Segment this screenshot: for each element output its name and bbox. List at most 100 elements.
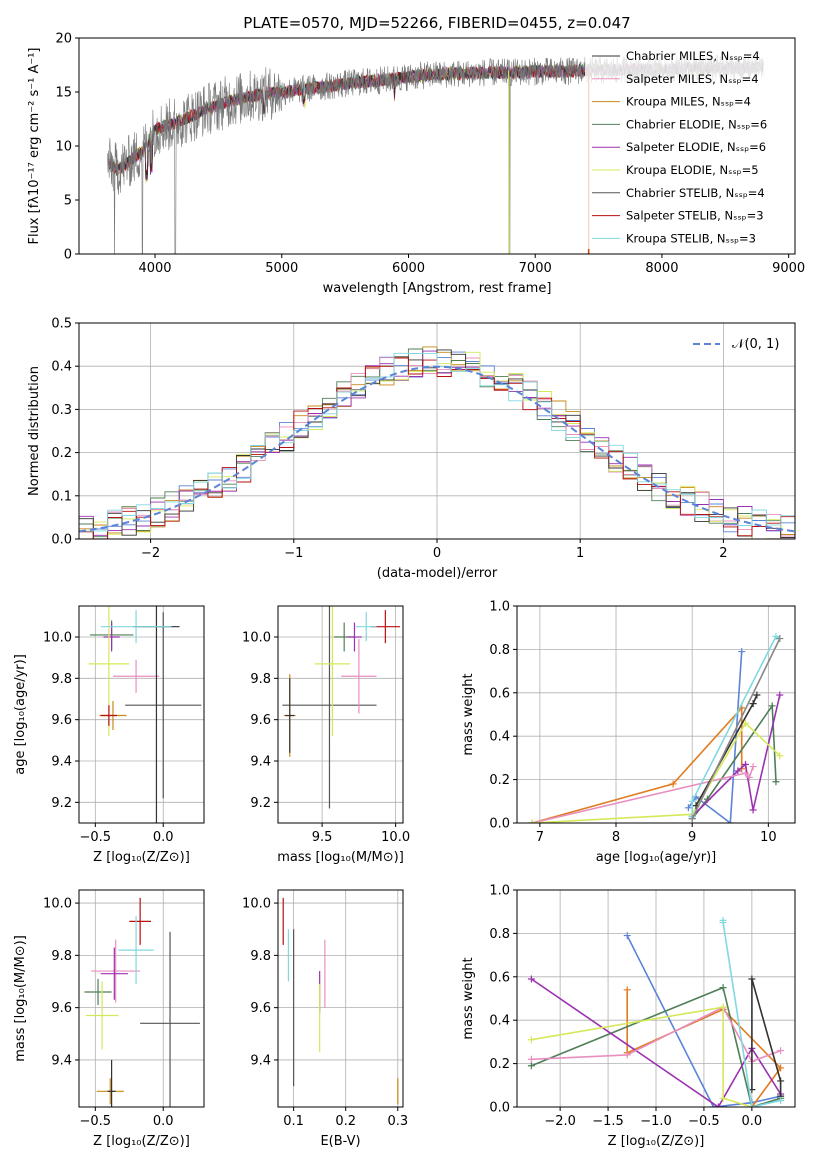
y-tick-label: 9.4 (51, 755, 72, 770)
weight-marker (749, 700, 757, 708)
legend-label: Salpeter ELODIE, Nₛₛₚ=6 (626, 140, 766, 154)
x-tick-label: 9000 (772, 261, 805, 276)
x-tick-label: 10.0 (381, 830, 410, 845)
x-axis-label: mass [log₁₀(M/M⊙)] (277, 850, 404, 865)
weight-line (530, 978, 782, 1107)
weight-marker (745, 773, 753, 781)
weight-marker (748, 1103, 756, 1107)
x-tick-label: 0.2 (335, 1114, 356, 1129)
x-tick-label: 9.5 (312, 830, 333, 845)
panel-age-vs-mass: 9.5 10.0 9.2 9.4 9.6 9.8 10.0 mass [log₁₀(M/M⊙)… (242, 605, 410, 865)
weight-marker (749, 763, 757, 771)
y-tick-label: 1.0 (489, 884, 510, 899)
y-tick-label: 10.0 (43, 631, 72, 646)
legend-label: Salpeter STELIB, Nₛₛₚ=3 (626, 209, 764, 223)
x-tick-label: 0.0 (742, 1114, 763, 1129)
x-tick-label: 1 (576, 546, 584, 561)
figure-title: PLATE=0570, MJD=52266, FIBERID=0455, z=0… (243, 14, 630, 32)
y-tick-label: 0.4 (489, 730, 510, 745)
x-tick-label: 5000 (265, 261, 298, 276)
x-tick-label: 10 (760, 830, 777, 845)
y-tick-label: 0.4 (489, 1014, 510, 1029)
weight-marker (719, 919, 727, 927)
x-tick-label: 0.1 (283, 1114, 304, 1129)
residual-histogram (79, 357, 795, 539)
axes-frame (516, 605, 796, 824)
weight-marker (776, 691, 784, 699)
weight-marker (753, 691, 761, 699)
x-tick-label: 0.0 (153, 1114, 174, 1129)
x-tick-label: 8 (612, 830, 620, 845)
x-axis-label: Z [log₁₀(Z/Z⊙)] (93, 1134, 190, 1149)
y-tick-label: 0.2 (51, 446, 72, 461)
y-tick-label: 0.8 (489, 927, 510, 942)
x-axis-label: Z [log₁₀(Z/Z⊙)] (93, 850, 190, 865)
weight-marker (768, 702, 776, 710)
x-tick-label: 0.0 (153, 830, 174, 845)
panel-mass-vs-Z: −0.5 0.0 9.4 9.6 9.8 10.0 Z [log₁₀(Z/Z⊙)] mass … (13, 889, 205, 1149)
weight-marker (734, 767, 742, 775)
weight-marker (527, 1036, 535, 1044)
y-tick-label: 20 (55, 32, 72, 47)
y-tick-label: 10.0 (242, 897, 271, 912)
plot-area (528, 632, 784, 823)
weight-marker (719, 984, 727, 992)
weight-line (531, 1006, 753, 1107)
weight-line (626, 935, 781, 1107)
weight-marker (738, 648, 746, 656)
y-tick-label: 9.8 (250, 672, 271, 687)
y-tick-label: 0.4 (51, 360, 72, 375)
legend-label: Kroupa MILES, Nₛₛₚ=4 (626, 95, 751, 109)
y-tick-label: 9.4 (250, 755, 271, 770)
y-tick-label: 9.6 (250, 713, 271, 728)
x-tick-label: −0.5 (80, 830, 112, 845)
weight-marker (741, 719, 749, 727)
panel-age-vs-Z: −0.5 0.0 9.2 9.4 9.6 9.8 10.0 Z [log₁₀(Z/Z⊙)] ag… (13, 605, 205, 865)
legend-label: Chabrier STELIB, Nₛₛₚ=4 (626, 186, 765, 200)
weight-marker (777, 1047, 785, 1055)
x-tick-label: 7 (536, 830, 544, 845)
x-tick-label: −0.5 (688, 1114, 720, 1129)
y-axis-label: Normed distribution (27, 366, 42, 496)
weight-line (751, 978, 782, 1097)
weight-marker (623, 986, 631, 994)
y-tick-label: 10.0 (242, 631, 271, 646)
legend-label: Chabrier ELODIE, Nₛₛₚ=6 (626, 117, 767, 131)
weight-marker (726, 819, 734, 823)
weight-marker (623, 932, 631, 940)
residual-histogram (79, 352, 795, 532)
weight-marker (749, 806, 757, 814)
y-tick-label: 0.8 (489, 643, 510, 658)
panel-spectrum: 4000 5000 6000 7000 8000 9000 0 5 10 15 20 waveleng… (27, 32, 805, 297)
y-tick-label: 0.2 (489, 773, 510, 788)
weight-marker (776, 752, 784, 760)
weight-marker (623, 1051, 631, 1059)
y-tick-label: 0.3 (51, 403, 72, 418)
weight-marker (748, 975, 756, 983)
weight-marker (719, 1094, 727, 1102)
y-axis-label: mass [log₁₀(M/M⊙)] (13, 935, 28, 1062)
x-tick-label: −2 (141, 546, 160, 561)
legend-label: Chabrier MILES, Nₛₛₚ=4 (626, 49, 760, 63)
x-tick-label: 4000 (138, 261, 171, 276)
panel-residuals: −2 −1 0 1 2 0.0 0.1 0.2 0.3 0.4 0.5 (data-model)/er… (27, 317, 796, 581)
axes-frame (78, 37, 796, 255)
weight-marker (776, 635, 784, 643)
y-tick-label: 0.0 (51, 533, 72, 548)
x-tick-label: 8000 (645, 261, 678, 276)
y-tick-label: 15 (55, 86, 72, 101)
y-tick-label: 9.6 (51, 1001, 72, 1016)
plot-area (527, 916, 785, 1107)
y-tick-label: 0.6 (489, 686, 510, 701)
y-tick-label: 0.5 (51, 317, 72, 332)
panel-weight-vs-age: 7 8 9 10 0.0 0.2 0.4 0.6 0.8 1.0 age [log₁₀(age/yr… (461, 600, 796, 865)
y-tick-label: 9.8 (51, 949, 72, 964)
weight-marker (719, 1003, 727, 1011)
y-tick-label: 9.4 (51, 1053, 72, 1068)
plot-area (282, 606, 401, 809)
weight-marker (527, 1062, 535, 1070)
y-tick-label: 0.6 (489, 970, 510, 985)
weight-line (531, 705, 743, 823)
x-axis-label: Z [log₁₀(Z/Z⊙)] (608, 1134, 705, 1149)
weight-marker (777, 1096, 785, 1104)
